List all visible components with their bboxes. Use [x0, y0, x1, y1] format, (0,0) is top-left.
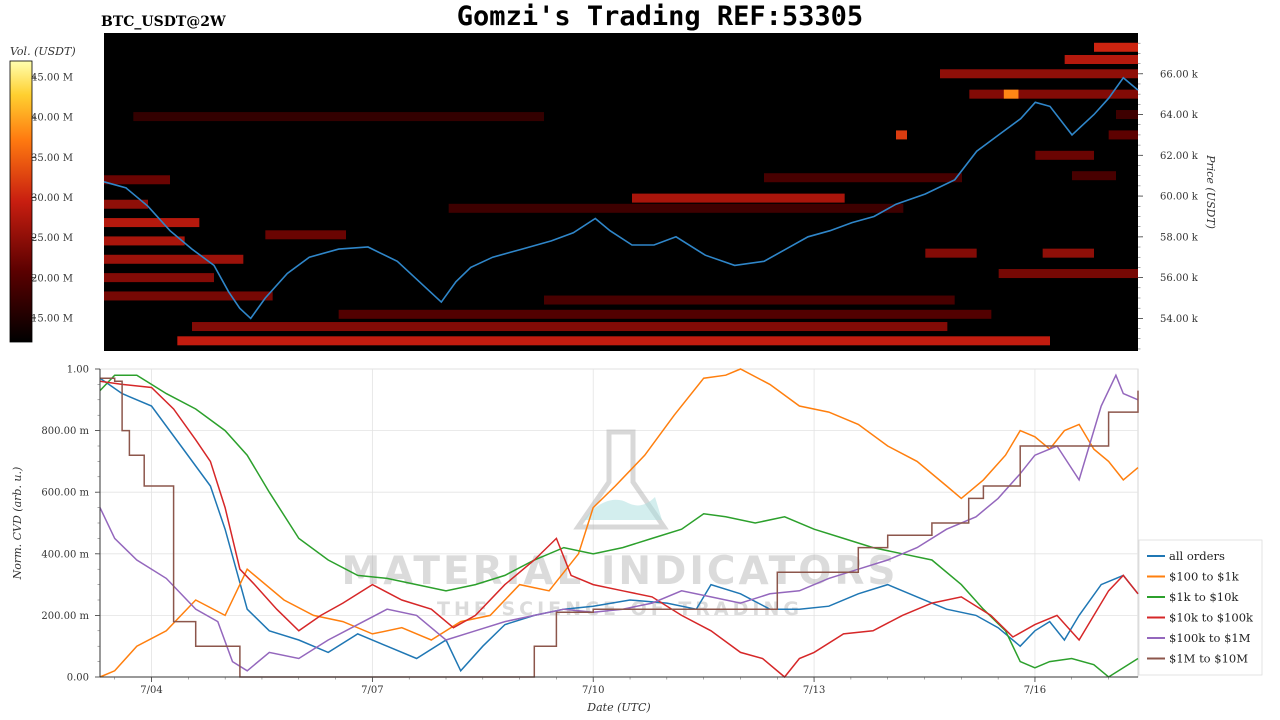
x-tick-label: 7/04 [140, 685, 162, 696]
series-line [99, 380, 1139, 679]
x-tick-label: 7/13 [803, 685, 825, 696]
series-line [99, 368, 1139, 678]
price-tick-label: 60.00 k [1160, 192, 1199, 203]
cvd-axis-label: Norm. CVD (arb. u.) [11, 467, 24, 581]
colorbar-tick-label: 45.00 M [31, 73, 73, 84]
volume-band [1094, 42, 1138, 52]
volume-band [104, 199, 148, 209]
legend: all orders $100 to $1k $1k to $10k $10k to … [1138, 539, 1263, 676]
series-line [99, 373, 1139, 672]
legend-label: $1M to $10M [1169, 652, 1248, 666]
legend-label: $100 to $1k [1169, 570, 1240, 584]
volume-band [544, 295, 955, 305]
volume-band [338, 309, 992, 319]
volume-band [104, 236, 185, 246]
colorbar-tick-label: 15.00 M [31, 313, 73, 324]
y-tick-label: 200.00 m [41, 611, 89, 622]
colorbar [9, 60, 33, 343]
colorbar-tick-label: 30.00 M [31, 193, 73, 204]
watermark: MATERIAL INDICATORS THE SCIENCE OF TRADI… [341, 429, 898, 620]
colorbar-ticks: 45.00 M 40.00 M 35.00 M 30.00 M 25.00 M 20.00… [31, 73, 73, 325]
volume-band [632, 193, 845, 203]
cvd-series [99, 368, 1139, 679]
watermark-title: MATERIAL INDICATORS [341, 549, 898, 594]
price-tick-label: 64.00 k [1160, 110, 1199, 121]
pair-label: BTC_USDT@2W [101, 14, 226, 30]
volume-band [104, 254, 244, 264]
price-tick-label: 62.00 k [1160, 151, 1199, 162]
y-tick-label: 800.00 m [41, 426, 89, 437]
volume-band [104, 273, 214, 283]
heatmap-panel: 66.00 k 64.00 k 62.00 k 60.00 k 58.00 k 56.00… [103, 33, 1217, 351]
volume-band [925, 248, 977, 258]
volume-bands [104, 42, 1138, 346]
legend-label: $10k to $100k [1169, 611, 1254, 625]
price-tick-label: 56.00 k [1160, 273, 1199, 284]
volume-band [1108, 130, 1138, 140]
chart-title: Gomzi's Trading REF:53305 [457, 1, 863, 32]
legend-label: $100k to $1M [1169, 631, 1251, 645]
volume-band [1064, 55, 1138, 64]
flask-icon [573, 429, 669, 530]
y-tick-label: 1.00 [67, 365, 89, 376]
series-line [100, 377, 1139, 678]
date-axis-label: Date (UTC) [586, 701, 650, 714]
volume-band [448, 203, 904, 213]
cvd-axes: 0.00 200.00 m 400.00 m 600.00 m 800.00 m 1.00… [41, 365, 1138, 696]
volume-band [1035, 150, 1094, 160]
price-axis-label: Price (USDT) [1204, 154, 1217, 229]
volume-band [1072, 171, 1116, 181]
volume-band [192, 322, 948, 332]
x-tick-label: 7/07 [361, 685, 383, 696]
volume-band [969, 89, 1138, 99]
cvd-panel: MATERIAL INDICATORS THE SCIENCE OF TRADI… [11, 365, 1263, 714]
volume-band [1116, 110, 1138, 120]
colorbar-tick-label: 25.00 M [31, 233, 73, 244]
colorbar-tick-label: 40.00 M [31, 113, 73, 124]
price-axis: 66.00 k 64.00 k 62.00 k 60.00 k 58.00 k 56.00… [1138, 42, 1199, 350]
series-line [99, 374, 1139, 678]
volume-band [998, 269, 1138, 279]
volume-band [764, 173, 962, 183]
y-tick-label: 600.00 m [41, 488, 89, 499]
price-tick-label: 66.00 k [1160, 69, 1199, 80]
price-tick-label: 54.00 k [1160, 314, 1199, 325]
flask-liquid-icon [584, 497, 662, 520]
price-tick-label: 58.00 k [1160, 232, 1199, 243]
y-tick-label: 400.00 m [41, 549, 89, 560]
volume-band [940, 69, 1138, 79]
cvd-background [99, 368, 1139, 678]
colorbar-label: Vol. (USDT) [10, 45, 76, 58]
volume-band [1042, 248, 1094, 258]
colorbar-tick-label: 35.00 M [31, 153, 73, 164]
x-tick-label: 7/16 [1024, 685, 1046, 696]
y-tick-label: 0.00 [67, 673, 89, 684]
volume-band [265, 230, 346, 240]
volume-band [104, 175, 170, 185]
series-line [99, 377, 1139, 673]
volume-band [177, 336, 1051, 346]
volume-band [133, 112, 545, 122]
legend-box [1138, 539, 1263, 676]
colorbar-tick-label: 20.00 M [31, 273, 73, 284]
legend-label: $1k to $10k [1169, 590, 1239, 604]
volume-band [104, 291, 273, 301]
volume-hot-spot [1003, 89, 1019, 99]
x-tick-label: 7/10 [582, 685, 604, 696]
price-line [103, 76, 1139, 320]
volume-hot-spot [896, 130, 907, 140]
volume-band [104, 218, 200, 228]
legend-label: all orders [1169, 549, 1225, 563]
